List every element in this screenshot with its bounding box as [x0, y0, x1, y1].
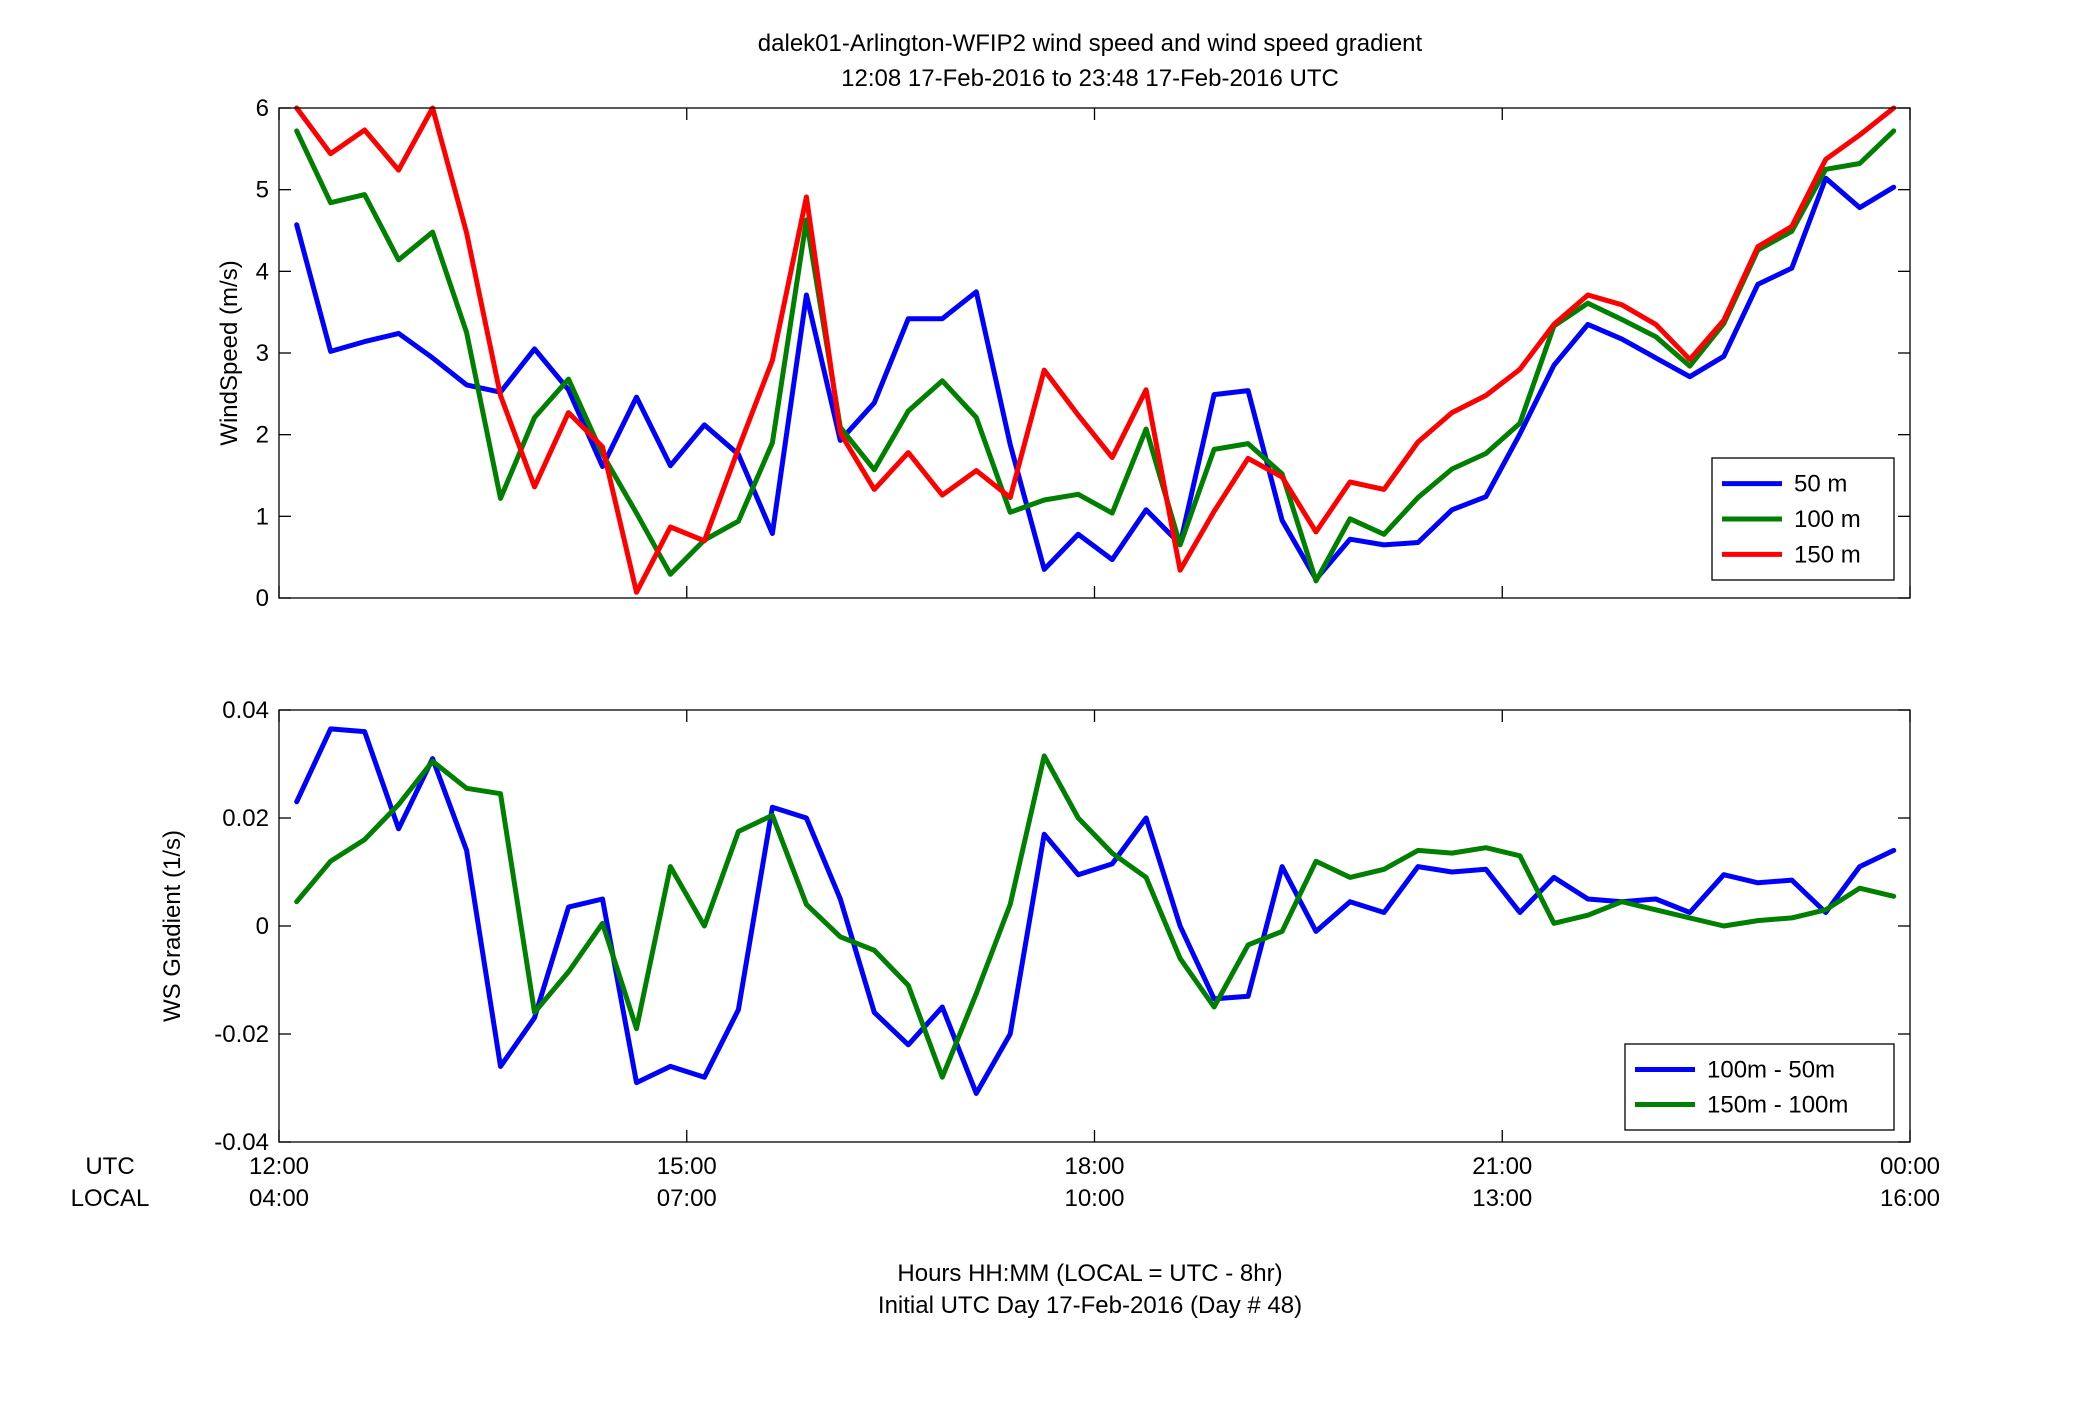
x-tick-label-local: 10:00 — [1064, 1185, 1124, 1212]
y-tick-label: 0.02 — [222, 805, 269, 832]
footer-line-1: Hours HH:MM (LOCAL = UTC - 8hr) — [897, 1260, 1282, 1287]
y-tick-label: 0 — [256, 913, 269, 940]
x-tick-label-utc: 18:00 — [1064, 1153, 1124, 1180]
x-tick-label-local: 04:00 — [249, 1185, 309, 1212]
legend-label: 50 m — [1794, 471, 1847, 498]
y-tick-label: 4 — [256, 258, 269, 285]
figure-title-line-2: 12:08 17-Feb-2016 to 23:48 17-Feb-2016 U… — [841, 65, 1339, 92]
x-tick-label-utc: 15:00 — [657, 1153, 717, 1180]
x-tick-label-utc: 12:00 — [249, 1153, 309, 1180]
local-row-label: LOCAL — [71, 1185, 150, 1212]
y-axis-label: WS Gradient (1/s) — [159, 830, 186, 1022]
y-tick-label: -0.04 — [214, 1129, 269, 1156]
plot-frame — [278, 107, 1911, 599]
x-tick-label-utc: 00:00 — [1880, 1153, 1940, 1180]
legend-label: 100 m — [1794, 506, 1861, 533]
legend-label: 150 m — [1794, 541, 1861, 568]
y-tick-label: 5 — [256, 177, 269, 204]
y-tick-label: 0.04 — [222, 697, 269, 724]
x-tick-label-local: 13:00 — [1472, 1185, 1532, 1212]
footer-line-2: Initial UTC Day 17-Feb-2016 (Day # 48) — [878, 1292, 1302, 1319]
legend-label: 100m - 50m — [1707, 1057, 1835, 1084]
wind-speed-gradient-panel: -0.04 -0.02 0 0.02 0.04 12:00 04:00 15:00 07:00 1… — [159, 697, 1940, 1212]
legend-label: 150m - 100m — [1707, 1092, 1848, 1119]
utc-row-label: UTC — [85, 1153, 134, 1180]
figure-title-line-1: dalek01-Arlington-WFIP2 wind speed and w… — [758, 30, 1423, 57]
y-tick-label: 1 — [256, 503, 269, 530]
y-tick-label: 2 — [256, 422, 269, 449]
series-line-1 — [294, 175, 1897, 582]
x-tick-label-local: 16:00 — [1880, 1185, 1940, 1212]
x-tick-label-local: 07:00 — [657, 1185, 717, 1212]
wind-speed-panel: 0 1 2 3 4 5 6 WindSpeed (m/s) 50 m 100 m 150 m — [216, 95, 1911, 612]
series-line-2 — [294, 128, 1897, 584]
y-axis-label: WindSpeed (m/s) — [216, 260, 243, 445]
series-line-3 — [294, 105, 1897, 595]
y-tick-label: -0.02 — [214, 1021, 269, 1048]
series-line-2 — [294, 753, 1897, 1080]
y-tick-label: 6 — [256, 95, 269, 122]
legend-box — [1624, 1043, 1895, 1131]
x-tick-label-utc: 21:00 — [1472, 1153, 1532, 1180]
y-tick-label: 0 — [256, 585, 269, 612]
y-tick-label: 3 — [256, 340, 269, 367]
